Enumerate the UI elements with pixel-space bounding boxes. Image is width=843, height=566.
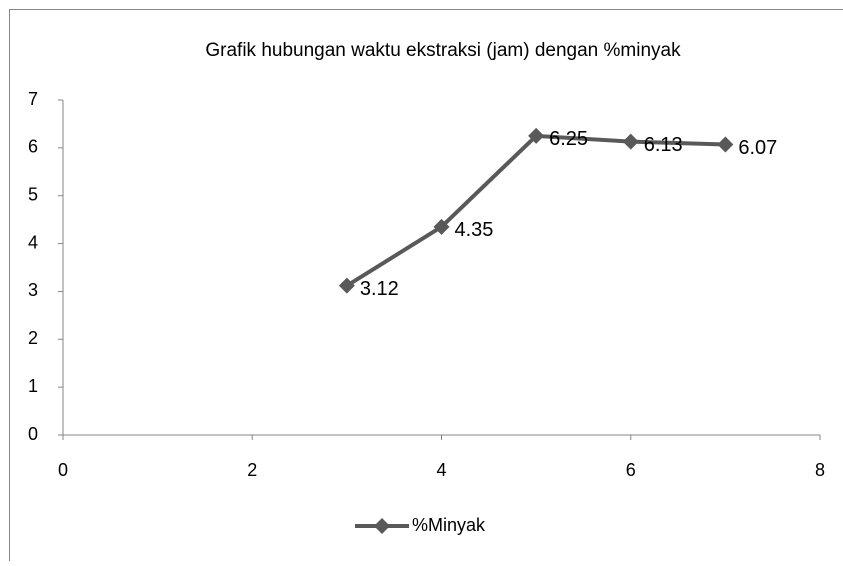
data-label: 6.07: [738, 137, 777, 159]
y-tick-label: 3: [28, 280, 38, 300]
x-tick-label: 8: [815, 460, 825, 480]
legend-label: %Minyak: [412, 515, 486, 535]
y-tick-label: 4: [28, 232, 38, 252]
y-tick-label: 5: [28, 184, 38, 204]
x-tick-label: 2: [247, 460, 257, 480]
data-label: 6.13: [644, 134, 683, 156]
data-label: 6.25: [549, 128, 588, 150]
data-label: 3.12: [360, 278, 399, 300]
point: [623, 134, 639, 150]
x-tick-label: 4: [436, 460, 446, 480]
data-label: 4.35: [455, 219, 494, 241]
y-tick-label: 0: [28, 424, 38, 444]
x-tick-label: 6: [626, 460, 636, 480]
y-tick-label: 7: [28, 89, 38, 109]
chart-border: [10, 10, 843, 562]
y-tick-label: 6: [28, 137, 38, 157]
x-tick-label: 0: [58, 460, 68, 480]
series-line: [347, 136, 726, 286]
legend-marker: [374, 518, 390, 534]
y-tick-label: 2: [28, 328, 38, 348]
chart-title: Grafik hubungan waktu ekstraksi (jam) de…: [205, 40, 681, 61]
y-tick-label: 1: [28, 376, 38, 396]
point: [717, 137, 733, 153]
